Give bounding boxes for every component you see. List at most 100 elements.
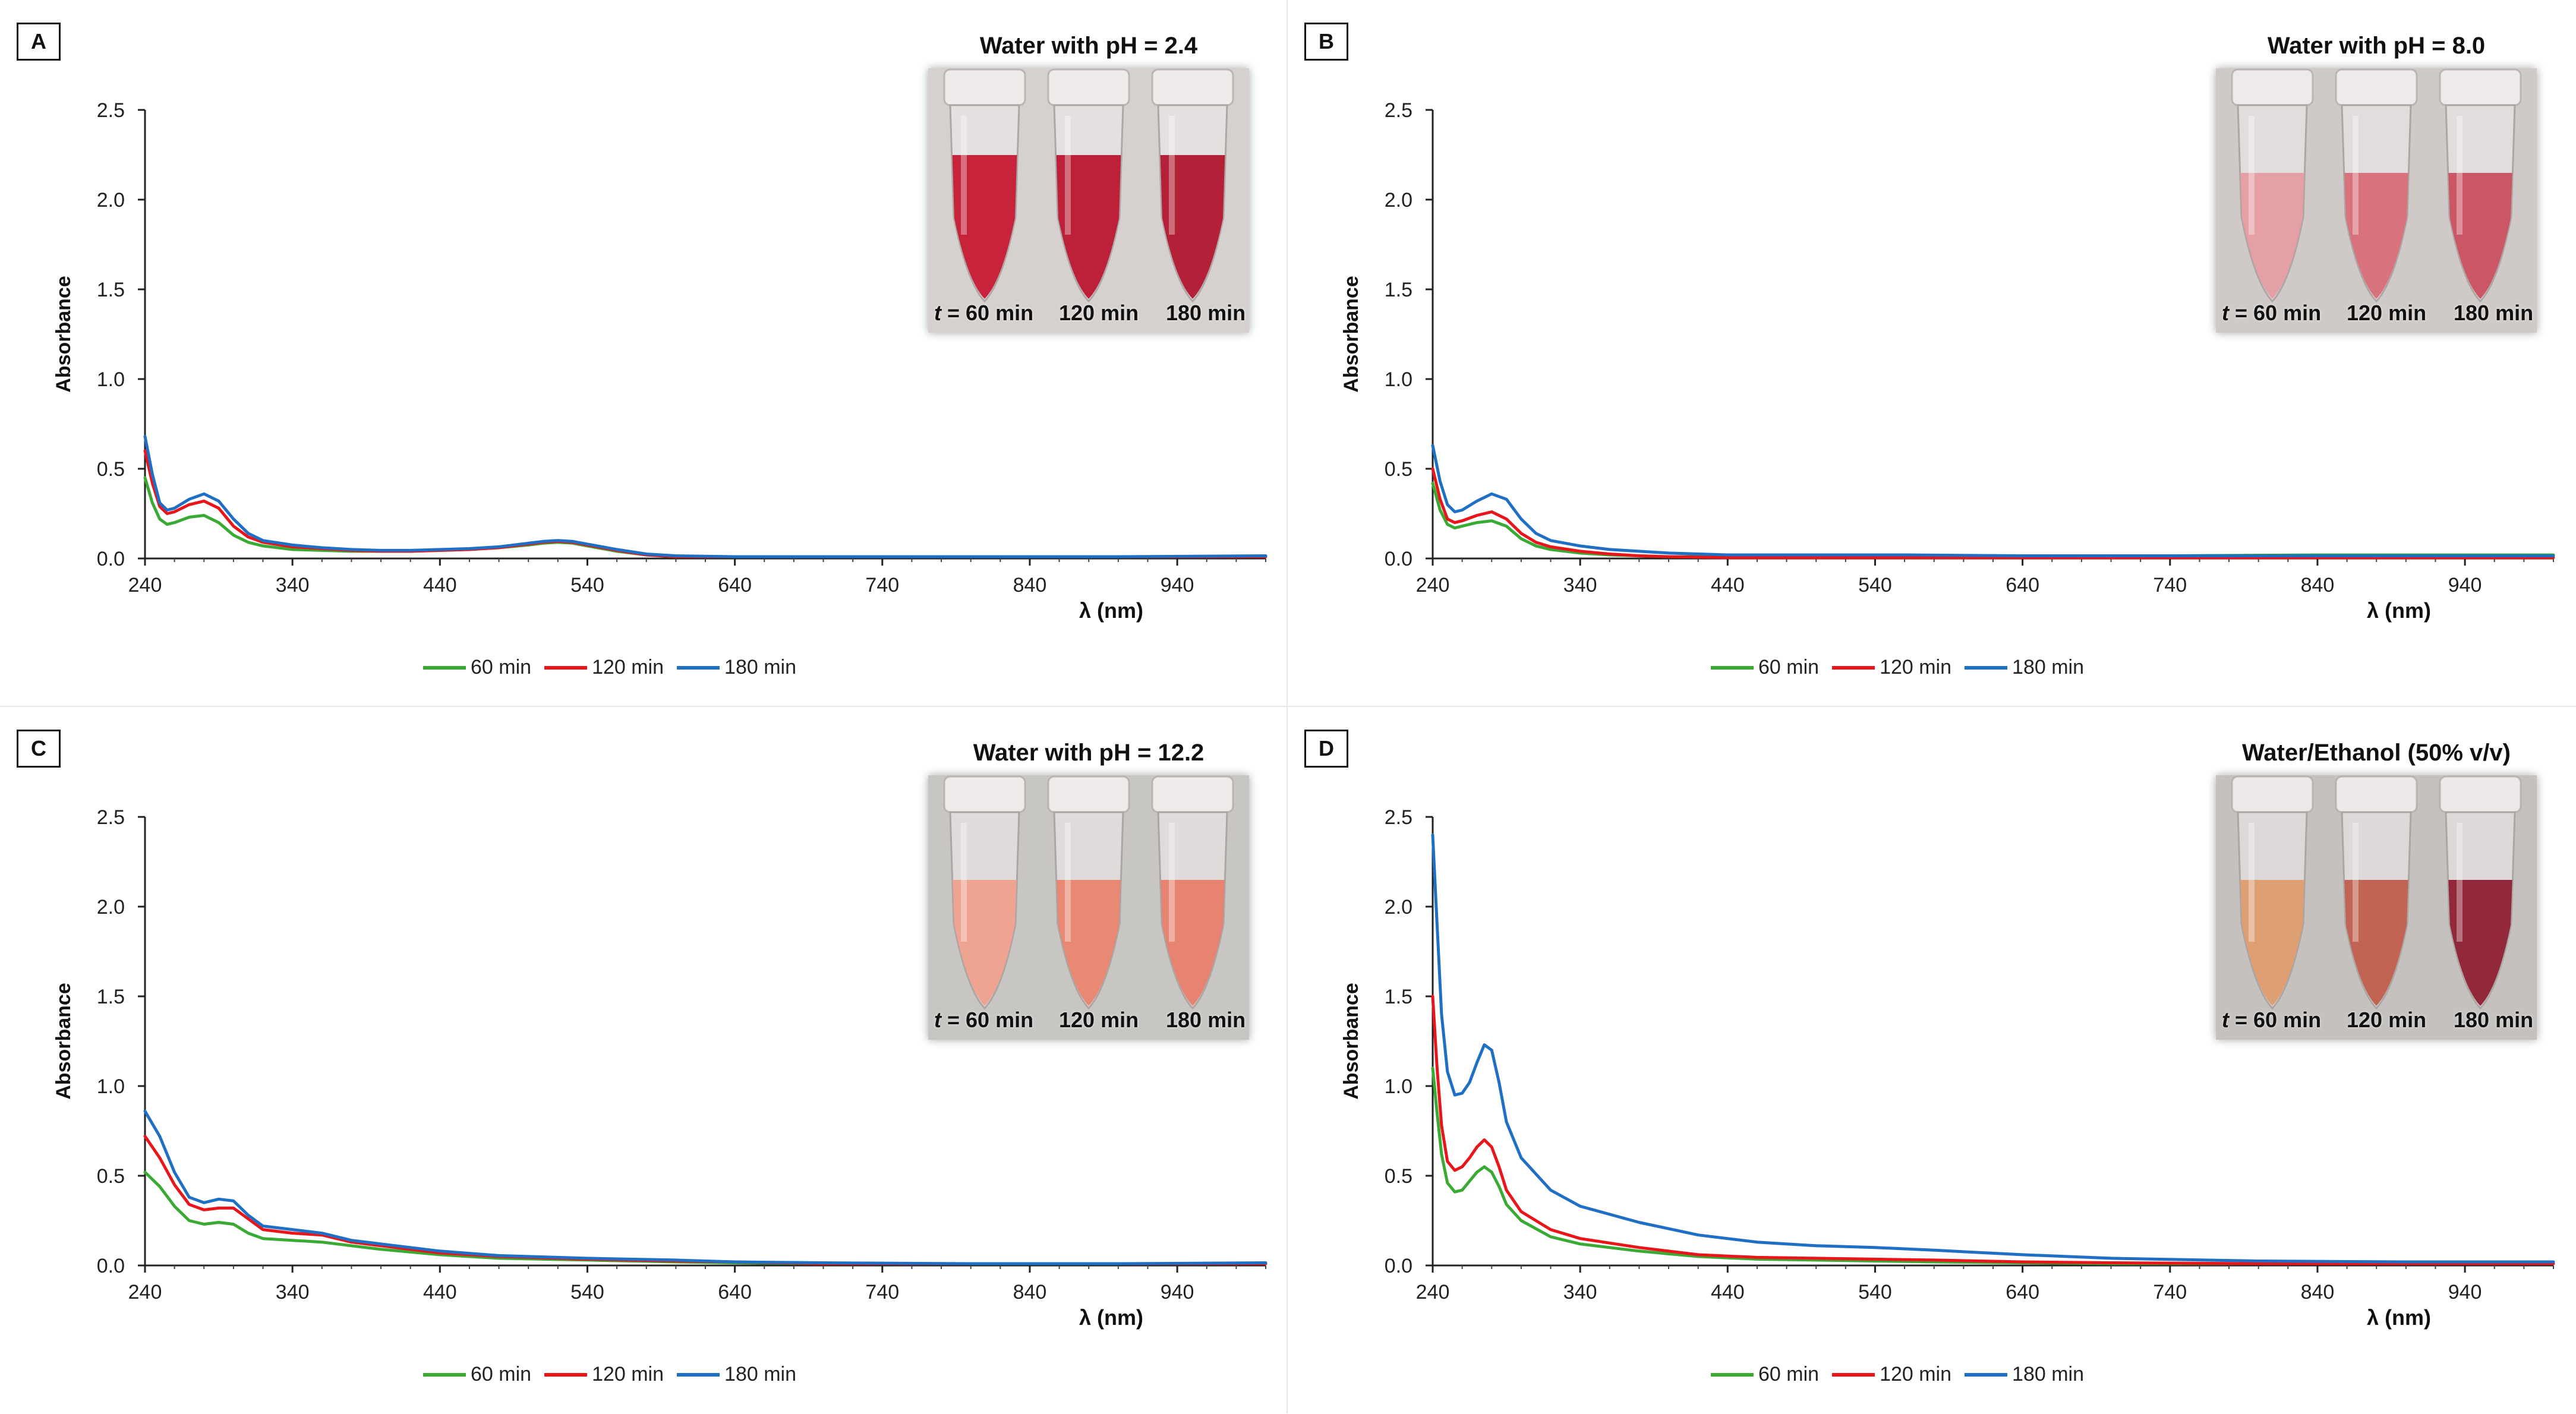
x-tick-label: 440: [1711, 574, 1745, 596]
time-symbol: t: [2222, 301, 2229, 325]
x-tick-label: 240: [1416, 1281, 1450, 1303]
legend-label: 180 min: [2012, 656, 2084, 679]
inset-title: Water/Ethanol (50% v/v): [2210, 740, 2543, 766]
legend-swatch: [1832, 1373, 1875, 1377]
x-tick-label: 740: [865, 574, 899, 596]
x-tick-label: 340: [276, 1281, 310, 1303]
x-tick-label: 440: [423, 1281, 457, 1303]
legend-swatch: [1711, 666, 1754, 670]
x-tick-label: 940: [1161, 574, 1194, 596]
series-line-120-min: [145, 1137, 1266, 1264]
panel-a: 0.0 0.5 1.0 1.5 2.0 2.5 240 340 440 540 640 740 840 9…: [0, 0, 1288, 707]
time-symbol: t: [2222, 1008, 2229, 1032]
x-tick-label: 540: [1858, 1281, 1892, 1303]
y-tick-label: 1.0: [97, 368, 125, 391]
series-line-60-min: [145, 1172, 1266, 1264]
x-tick-label: 940: [2448, 1281, 2482, 1303]
legend-item: 180 min: [1965, 1363, 2084, 1386]
x-tick-label: 240: [128, 1281, 162, 1303]
y-axis-label: Absorbance: [1340, 983, 1363, 1100]
legend-swatch: [1965, 666, 2007, 670]
legend: 60 min 120 min 180 min: [1711, 656, 2084, 679]
x-tick-label: 640: [718, 1281, 752, 1303]
x-axis-label: λ (nm): [1079, 598, 1143, 623]
legend-item: 60 min: [1711, 656, 1819, 679]
x-tick-label: 640: [718, 574, 752, 596]
legend-label: 60 min: [1758, 1363, 1819, 1386]
x-tick-label: 240: [1416, 574, 1450, 596]
panel-letter: A: [17, 23, 61, 61]
time-symbol: t: [934, 1008, 941, 1032]
y-tick-label: 0.5: [1385, 1165, 1412, 1188]
y-tick-label: 2.0: [97, 896, 125, 919]
inset-title: Water with pH = 8.0: [2210, 33, 2543, 59]
legend-swatch: [677, 1373, 720, 1377]
tube-label-180: 180 min: [2454, 1008, 2533, 1033]
tubes-photo: t = 60 min 120 min 180 min: [928, 68, 1249, 333]
tubes-photo: t = 60 min 120 min 180 min: [928, 775, 1249, 1040]
legend-item: 60 min: [423, 1363, 531, 1386]
legend-label: 120 min: [1880, 656, 1951, 679]
y-tick-label: 1.0: [1385, 368, 1412, 391]
panel-d: 0.0 0.5 1.0 1.5 2.0 2.5 240 340 440 540 640 740 840 9…: [1288, 707, 2576, 1413]
tube-label-120: 120 min: [2347, 301, 2426, 326]
inset-title: Water with pH = 12.2: [922, 740, 1255, 766]
y-tick-label: 1.0: [1385, 1075, 1412, 1098]
tube-3: [2440, 70, 2521, 301]
panel-c: 0.0 0.5 1.0 1.5 2.0 2.5 240 340 440 540 640 740 840 9…: [0, 707, 1288, 1413]
x-tick-label: 740: [2153, 574, 2187, 596]
y-tick-label: 1.5: [97, 279, 125, 301]
x-axis-label: λ (nm): [1079, 1305, 1143, 1330]
tube-1: [2232, 70, 2313, 301]
x-axis-label: λ (nm): [2367, 1305, 2431, 1330]
tube-2: [2336, 70, 2417, 301]
tube-2: [1048, 70, 1129, 301]
y-tick-label: 0.0: [1385, 1255, 1412, 1277]
tube-label-60: t = 60 min: [2222, 301, 2321, 326]
legend-item: 120 min: [1832, 1363, 1951, 1386]
y-axis-label: Absorbance: [1340, 276, 1363, 393]
legend-swatch: [1711, 1373, 1754, 1377]
y-tick-label: 0.0: [97, 548, 125, 570]
legend-swatch: [544, 666, 587, 670]
tube-3: [2440, 777, 2521, 1008]
x-tick-label: 440: [423, 574, 457, 596]
legend-label: 180 min: [2012, 1363, 2084, 1386]
legend-item: 180 min: [677, 1363, 796, 1386]
tubes-photo: t = 60 min 120 min 180 min: [2216, 775, 2537, 1040]
legend-item: 120 min: [1832, 656, 1951, 679]
legend-label: 120 min: [592, 1363, 664, 1386]
x-tick-label: 940: [1161, 1281, 1194, 1303]
series-line-60-min: [145, 478, 1266, 557]
x-tick-label: 940: [2448, 574, 2482, 596]
panel-letter: B: [1304, 23, 1348, 61]
series-line-180-min: [145, 437, 1266, 557]
x-tick-label: 640: [2006, 574, 2039, 596]
legend-swatch: [1965, 1373, 2007, 1377]
x-tick-label: 340: [1563, 574, 1597, 596]
tubes-photo: t = 60 min 120 min 180 min: [2216, 68, 2537, 333]
x-tick-label: 840: [2301, 1281, 2335, 1303]
y-axis-label: Absorbance: [52, 983, 75, 1100]
tube-1: [944, 777, 1025, 1008]
series-line-120-min: [1433, 469, 2553, 558]
legend-label: 120 min: [592, 656, 664, 679]
legend-swatch: [677, 666, 720, 670]
y-tick-label: 2.0: [1385, 189, 1412, 212]
legend-item: 180 min: [1965, 656, 2084, 679]
x-tick-label: 640: [2006, 1281, 2039, 1303]
tube-label-180: 180 min: [2454, 301, 2533, 326]
legend-swatch: [423, 666, 466, 670]
panel-letter: D: [1304, 730, 1348, 768]
series-line-60-min: [1433, 1068, 2553, 1264]
x-tick-label: 340: [276, 574, 310, 596]
inset-title: Water with pH = 2.4: [922, 33, 1255, 59]
legend-label: 60 min: [471, 656, 531, 679]
x-tick-label: 840: [1013, 1281, 1047, 1303]
y-tick-label: 0.5: [97, 458, 125, 481]
x-tick-label: 440: [1711, 1281, 1745, 1303]
tube-label-60: t = 60 min: [2222, 1008, 2321, 1033]
x-axis-label: λ (nm): [2367, 598, 2431, 623]
y-tick-label: 0.5: [97, 1165, 125, 1188]
x-tick-label: 240: [128, 574, 162, 596]
